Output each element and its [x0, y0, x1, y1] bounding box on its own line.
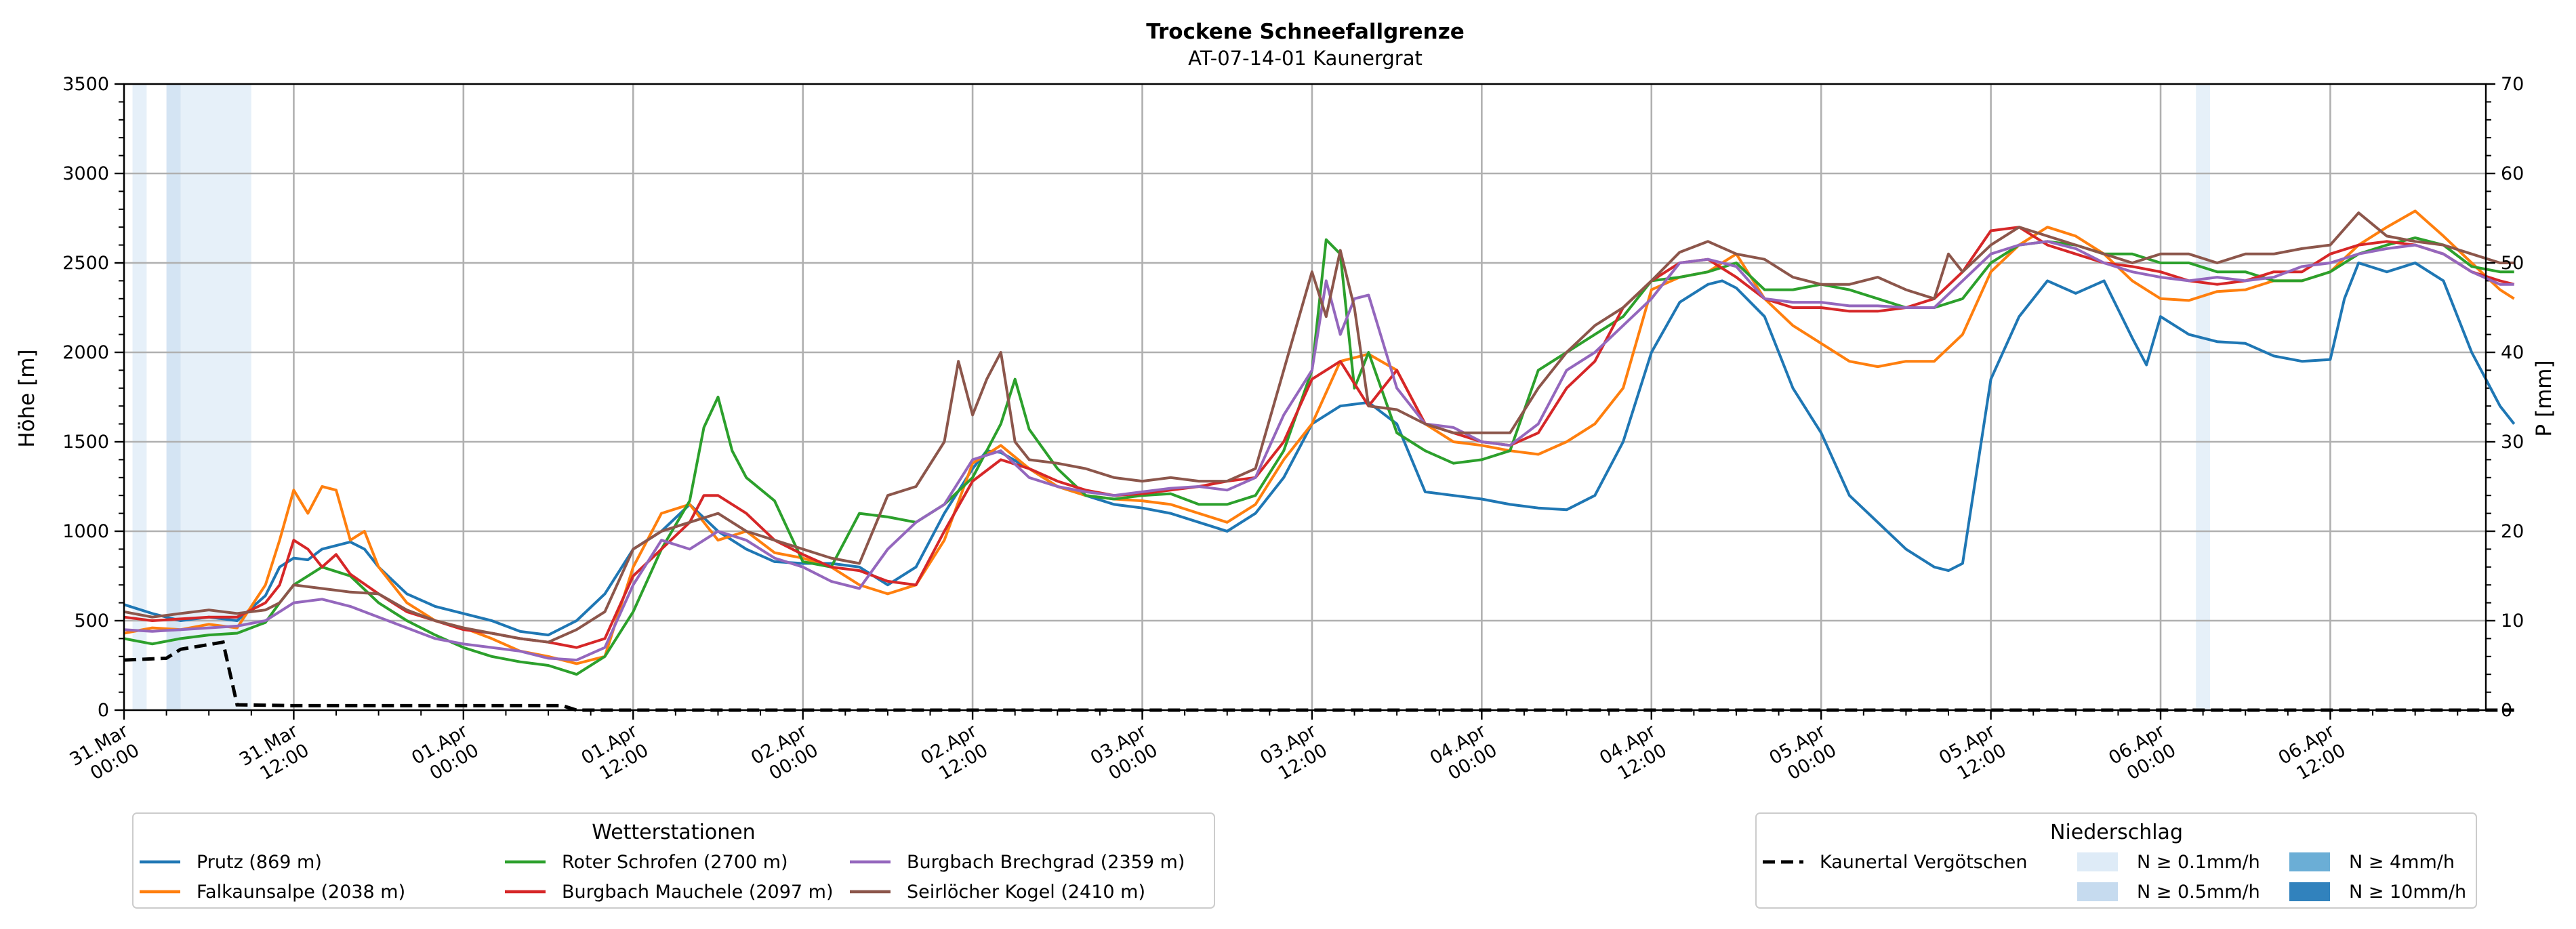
precip-level-label: N ≥ 4mm/h	[2349, 852, 2455, 873]
y2-tick-label: 30	[2501, 432, 2524, 453]
stations-legend-label: Burgbach Brechgrad (2359 m)	[907, 852, 1185, 873]
y2-tick-label: 70	[2501, 74, 2524, 95]
y-tick-label: 500	[74, 611, 109, 632]
precip-legend-label: Kaunertal Vergötschen	[1820, 852, 2028, 873]
y-tick-label: 1000	[62, 521, 109, 542]
x-tick-label: 05.Apr00:00	[1766, 720, 1841, 789]
y-tick-label: 3000	[62, 163, 109, 184]
y-axis-label: Höhe [m]	[15, 349, 39, 447]
y2-axis-label: P [mm]	[2532, 360, 2556, 436]
precip-level-swatch	[2077, 852, 2118, 871]
precip-band	[180, 84, 251, 710]
y2-tick-label: 20	[2501, 521, 2524, 542]
stations-legend-label: Seirlöcher Kogel (2410 m)	[907, 882, 1145, 903]
precip-level-label: N ≥ 0.1mm/h	[2137, 852, 2260, 873]
stations-legend-box	[132, 812, 1215, 909]
x-tick-label: 04.Apr00:00	[1427, 720, 1501, 789]
chart-title: Trockene Schneefallgrenze	[1146, 20, 1465, 44]
precip-band	[2196, 84, 2211, 710]
precip-level-label: N ≥ 0.5mm/h	[2137, 882, 2260, 903]
precip-band	[166, 84, 181, 710]
precip-legend-title: Niederschlag	[2050, 821, 2183, 844]
stations-legend-label: Falkaunsalpe (2038 m)	[197, 882, 405, 903]
stations-legend-title: Wetterstationen	[592, 821, 755, 844]
x-tick-label: 06.Apr00:00	[2105, 720, 2180, 789]
precip-level-swatch	[2289, 852, 2330, 871]
y2-tick-label: 0	[2501, 700, 2512, 721]
chart-subtitle: AT-07-14-01 Kaunergrat	[1188, 47, 1423, 70]
y-tick-label: 2500	[62, 253, 109, 274]
y2-tick-label: 60	[2501, 163, 2524, 184]
x-tick-label: 06.Apr12:00	[2275, 720, 2350, 789]
x-tick-label: 03.Apr00:00	[1087, 720, 1162, 789]
series-line	[123, 236, 2514, 676]
precip-level-swatch	[2289, 882, 2330, 901]
series-line	[123, 262, 2516, 637]
stations-legend-label: Prutz (869 m)	[197, 852, 322, 873]
y-tick-label: 3500	[62, 74, 109, 95]
x-tick-label: 02.Apr12:00	[917, 720, 991, 789]
y2-tick-label: 50	[2501, 253, 2524, 274]
series-line	[123, 209, 2515, 665]
series-line	[123, 240, 2514, 662]
precip-level-swatch	[2077, 882, 2118, 901]
precip-band	[132, 84, 147, 710]
x-tick-label: 02.Apr00:00	[748, 720, 822, 789]
y2-tick-label: 10	[2501, 611, 2524, 632]
x-tick-label: 03.Apr12:00	[1256, 720, 1331, 789]
x-tick-label: 04.Apr12:00	[1596, 720, 1671, 789]
y-tick-label: 1500	[62, 432, 109, 453]
precip-line	[123, 640, 2514, 712]
series-line	[123, 211, 2514, 644]
x-tick-label: 31.Mar00:00	[66, 720, 144, 790]
stations-legend-label: Burgbach Mauchele (2097 m)	[562, 882, 834, 903]
x-tick-label: 01.Apr12:00	[578, 720, 653, 789]
precip-level-label: N ≥ 10mm/h	[2349, 882, 2466, 903]
y-tick-label: 2000	[62, 342, 109, 363]
y-tick-label: 0	[98, 700, 109, 721]
x-tick-label: 31.Mar12:00	[236, 720, 313, 790]
x-tick-label: 01.Apr00:00	[408, 720, 483, 789]
x-tick-label: 05.Apr12:00	[1936, 720, 2010, 789]
plot-frame	[123, 83, 2487, 711]
stations-legend-label: Roter Schrofen (2700 m)	[562, 852, 788, 873]
y2-tick-label: 40	[2501, 342, 2524, 363]
